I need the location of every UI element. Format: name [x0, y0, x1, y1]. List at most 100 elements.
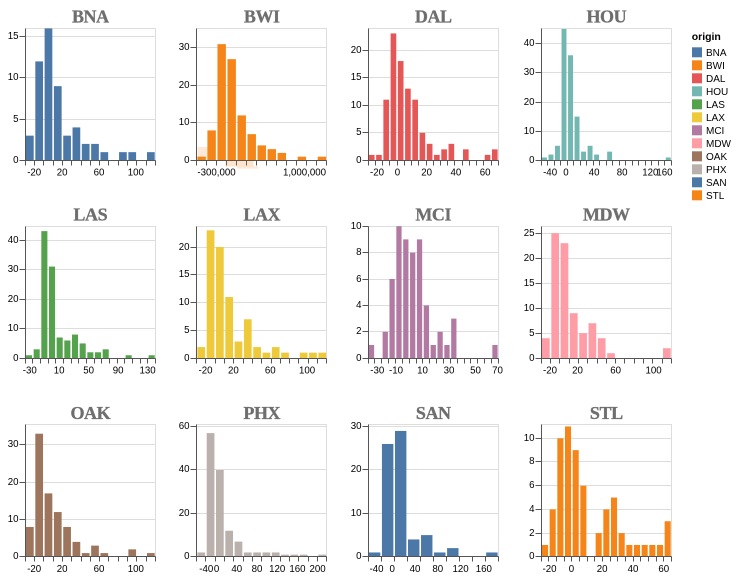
svg-text:-40: -40 — [543, 168, 558, 179]
svg-text:40: 40 — [451, 168, 462, 179]
svg-text:MDW: MDW — [706, 139, 732, 150]
svg-text:STL: STL — [706, 191, 725, 202]
svg-text:-20: -20 — [198, 366, 213, 377]
svg-text:60: 60 — [94, 564, 105, 575]
svg-text:0: 0 — [563, 168, 569, 179]
svg-text:15: 15 — [351, 72, 362, 83]
svg-text:10: 10 — [524, 126, 535, 137]
svg-text:160: 160 — [656, 168, 673, 179]
svg-text:BNA: BNA — [72, 7, 109, 27]
svg-text:-20: -20 — [370, 168, 385, 179]
svg-text:BNA: BNA — [706, 48, 727, 59]
svg-text:130: 130 — [140, 366, 157, 377]
svg-text:-30: -30 — [370, 366, 385, 377]
svg-text:0: 0 — [529, 353, 535, 364]
svg-text:160: 160 — [476, 564, 493, 575]
svg-text:HOU: HOU — [706, 87, 728, 98]
svg-text:60: 60 — [265, 366, 276, 377]
svg-text:PHX: PHX — [706, 165, 727, 176]
svg-text:-20: -20 — [543, 366, 558, 377]
svg-text:-300,000: -300,000 — [197, 168, 236, 179]
svg-text:LAX: LAX — [706, 113, 725, 124]
svg-text:30: 30 — [8, 439, 19, 450]
svg-text:0: 0 — [214, 564, 220, 575]
svg-text:60: 60 — [94, 168, 105, 179]
svg-text:0: 0 — [184, 551, 190, 562]
svg-text:10: 10 — [8, 72, 19, 83]
svg-text:-30: -30 — [23, 366, 38, 377]
svg-text:200: 200 — [310, 564, 327, 575]
svg-text:BWI: BWI — [244, 7, 280, 27]
svg-text:60: 60 — [179, 421, 190, 432]
svg-text:2: 2 — [356, 326, 361, 337]
svg-text:120: 120 — [453, 564, 470, 575]
svg-text:15: 15 — [524, 278, 535, 289]
svg-text:80: 80 — [432, 564, 443, 575]
svg-text:40: 40 — [231, 564, 242, 575]
svg-text:0: 0 — [13, 155, 19, 166]
svg-text:40: 40 — [410, 564, 421, 575]
svg-text:60: 60 — [610, 366, 621, 377]
svg-text:15: 15 — [8, 31, 19, 42]
svg-text:OAK: OAK — [706, 152, 727, 163]
svg-text:8: 8 — [529, 456, 534, 467]
svg-text:25: 25 — [524, 228, 535, 239]
svg-text:-10: -10 — [389, 366, 404, 377]
svg-text:4: 4 — [356, 300, 362, 311]
svg-text:20: 20 — [421, 168, 432, 179]
svg-text:20: 20 — [572, 366, 583, 377]
svg-text:PHX: PHX — [243, 403, 280, 423]
svg-text:0: 0 — [356, 353, 362, 364]
svg-text:40: 40 — [8, 235, 19, 246]
svg-text:15: 15 — [179, 269, 190, 280]
svg-text:HOU: HOU — [586, 7, 626, 27]
svg-text:20: 20 — [179, 80, 190, 91]
svg-text:6: 6 — [356, 274, 361, 285]
svg-text:MCI: MCI — [706, 126, 724, 137]
svg-text:50: 50 — [83, 366, 94, 377]
svg-text:LAS: LAS — [73, 205, 107, 225]
svg-text:1,000,000: 1,000,000 — [283, 168, 327, 179]
svg-text:5: 5 — [13, 114, 18, 125]
svg-text:20: 20 — [179, 242, 190, 253]
svg-text:50: 50 — [470, 366, 481, 377]
svg-text:30: 30 — [8, 264, 19, 275]
svg-text:2: 2 — [529, 528, 534, 539]
svg-text:MDW: MDW — [583, 205, 630, 225]
svg-text:100: 100 — [299, 366, 316, 377]
svg-text:100: 100 — [128, 564, 145, 575]
svg-text:20: 20 — [57, 564, 68, 575]
svg-text:DAL: DAL — [706, 74, 726, 85]
svg-text:0: 0 — [356, 155, 362, 166]
svg-text:90: 90 — [113, 366, 124, 377]
svg-text:0: 0 — [529, 155, 535, 166]
svg-text:6: 6 — [529, 480, 534, 491]
svg-text:LAX: LAX — [243, 205, 280, 225]
svg-text:30: 30 — [351, 421, 362, 432]
svg-text:0: 0 — [13, 353, 19, 364]
svg-text:10: 10 — [351, 100, 362, 111]
svg-text:-20: -20 — [27, 564, 42, 575]
svg-text:STL: STL — [590, 403, 623, 423]
svg-text:-20: -20 — [542, 564, 557, 575]
svg-text:30: 30 — [524, 67, 535, 78]
svg-text:20: 20 — [597, 564, 608, 575]
svg-text:20: 20 — [351, 464, 362, 475]
svg-text:-40: -40 — [369, 564, 384, 575]
svg-text:0: 0 — [356, 551, 362, 562]
svg-text:40: 40 — [179, 464, 190, 475]
svg-text:10: 10 — [8, 514, 19, 525]
svg-text:origin: origin — [692, 31, 721, 43]
svg-text:30: 30 — [444, 366, 455, 377]
svg-text:0: 0 — [13, 551, 19, 562]
svg-text:70: 70 — [492, 366, 503, 377]
svg-text:20: 20 — [524, 253, 535, 264]
svg-text:DAL: DAL — [415, 7, 452, 27]
svg-text:10: 10 — [179, 297, 190, 308]
svg-text:0: 0 — [184, 353, 190, 364]
svg-text:8: 8 — [356, 247, 361, 258]
svg-text:0: 0 — [529, 551, 535, 562]
svg-text:10: 10 — [351, 508, 362, 519]
svg-text:MCI: MCI — [415, 205, 451, 225]
svg-text:40: 40 — [524, 38, 535, 49]
